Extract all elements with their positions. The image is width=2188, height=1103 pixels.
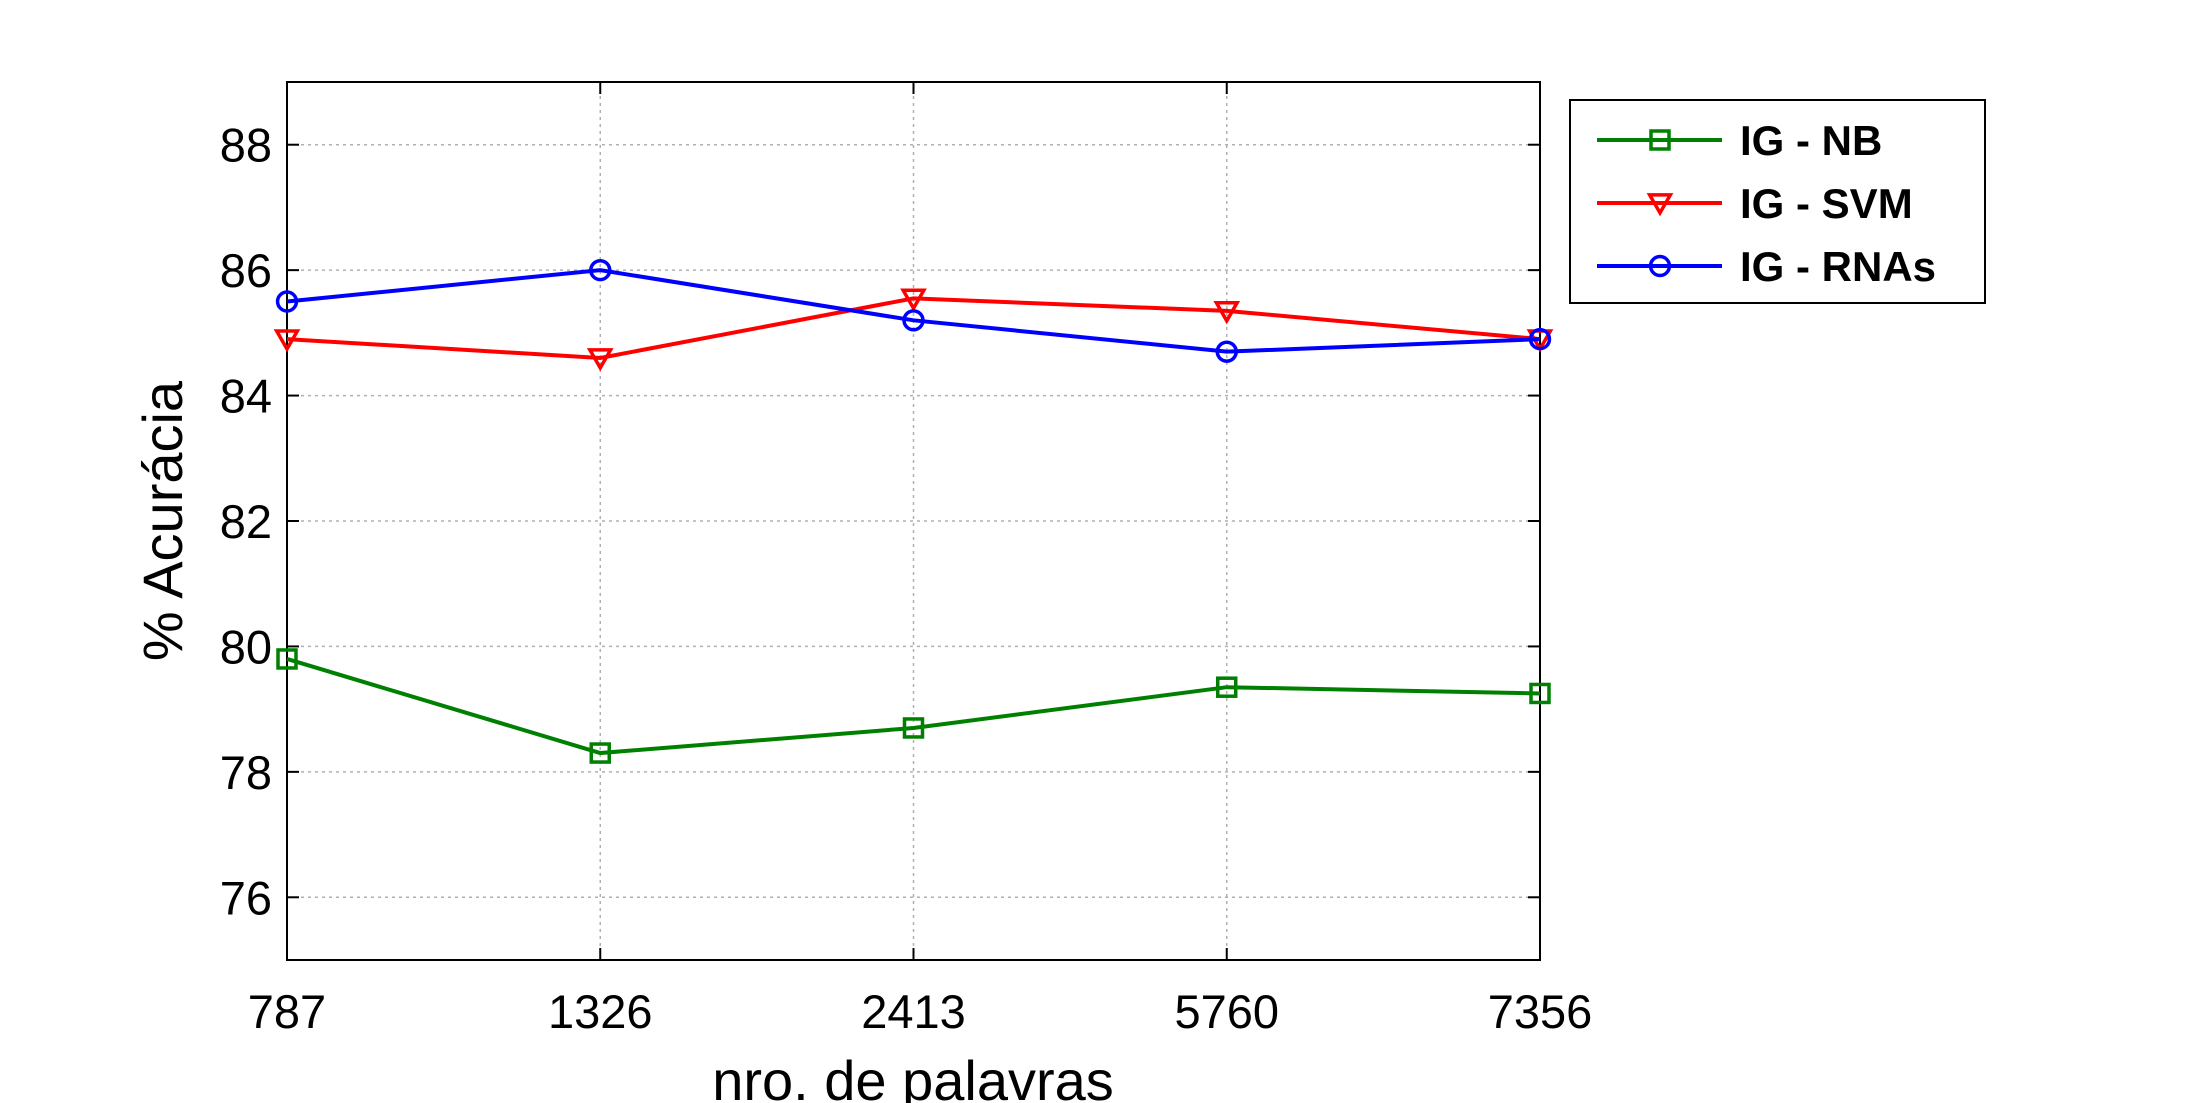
y-tick-label: 80 xyxy=(220,620,272,673)
y-tick-label: 82 xyxy=(220,495,272,548)
y-axis-title: % Acurácia xyxy=(131,380,194,661)
legend: IG - NB IG - SVM IG - RNAs xyxy=(1569,99,1986,304)
x-axis-title: nro. de palavras xyxy=(712,1049,1114,1103)
y-tick-label: 76 xyxy=(220,871,272,924)
data-point-ig-rnas xyxy=(589,258,612,282)
legend-marker-ig-nb xyxy=(1649,129,1671,151)
legend-label-ig-nb: IG - NB xyxy=(1740,117,1882,164)
y-tick-label: 78 xyxy=(220,746,272,799)
data-point-ig-svm xyxy=(273,329,301,353)
data-point-ig-rnas xyxy=(1528,327,1552,351)
legend-label-ig-rnas: IG - RNAs xyxy=(1740,243,1936,290)
legend-label-ig-svm: IG - SVM xyxy=(1740,180,1913,227)
data-point-ig-nb xyxy=(902,717,925,739)
series-line-ig-svm xyxy=(286,296,1541,360)
data-point-ig-nb xyxy=(589,742,611,764)
data-point-ig-svm xyxy=(900,288,927,312)
data-point-ig-svm xyxy=(586,348,614,372)
series-ig-rnas xyxy=(275,258,1552,363)
x-tick-label: 787 xyxy=(248,985,326,1038)
legend-marker-ig-rnas xyxy=(1648,254,1672,278)
x-tick-label: 1326 xyxy=(548,985,653,1038)
legend-marker-ig-svm xyxy=(1646,193,1674,217)
data-point-ig-nb xyxy=(1216,676,1238,698)
y-tick-label: 84 xyxy=(220,370,272,423)
y-tick-label: 88 xyxy=(220,119,272,172)
data-point-ig-svm xyxy=(1213,301,1241,325)
data-point-ig-rnas xyxy=(275,290,299,313)
data-point-ig-rnas xyxy=(1215,340,1238,363)
data-point-ig-rnas xyxy=(902,309,925,332)
series-ig-nb xyxy=(276,648,1551,764)
x-tick-label: 5760 xyxy=(1174,985,1279,1038)
series-line-ig-rnas xyxy=(286,268,1541,354)
axis-ticks: 787 1326 2413 5760 7356 76 78 80 82 84 86 88 xyxy=(220,82,1593,1038)
series-group xyxy=(273,258,1554,764)
series-line-ig-nb xyxy=(286,657,1541,756)
data-point-ig-nb xyxy=(276,648,298,670)
y-tick-label: 86 xyxy=(220,244,272,297)
grid xyxy=(287,82,1540,960)
x-tick-label: 7356 xyxy=(1488,985,1593,1038)
x-tick-label: 2413 xyxy=(861,985,966,1038)
data-point-ig-nb xyxy=(1529,682,1551,705)
series-ig-svm xyxy=(273,288,1554,372)
